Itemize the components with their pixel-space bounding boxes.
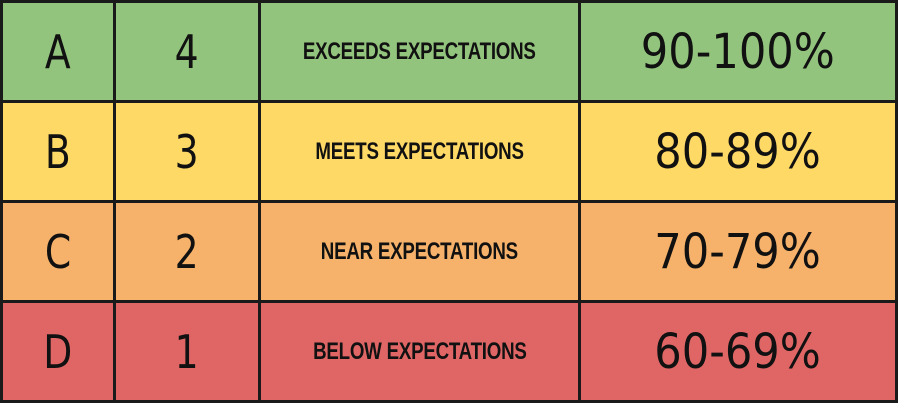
number-grade-cell: 3 [113,100,261,203]
percent-range-cell: 80-89% [578,100,898,203]
number-grade: 4 [174,24,200,79]
percent-range: 80-89% [654,123,822,180]
number-grade-cell: 4 [113,0,261,103]
letter-grade: B [45,124,71,179]
letter-grade: A [45,24,71,79]
description-cell: BELOW EXPECTATIONS [258,300,581,403]
letter-grade-cell: D [0,300,116,403]
percent-range: 90-100% [640,23,836,80]
table-row: D 1 BELOW EXPECTATIONS 60-69% [0,300,898,403]
description-cell: MEETS EXPECTATIONS [258,100,581,203]
table-row: A 4 EXCEEDS EXPECTATIONS 90-100% [0,0,898,103]
table-row: B 3 MEETS EXPECTATIONS 80-89% [0,100,898,203]
grade-description: BELOW EXPECTATIONS [312,337,527,365]
percent-range-cell: 60-69% [578,300,898,403]
number-grade-cell: 2 [113,200,261,303]
percent-range: 60-69% [654,323,822,380]
number-grade: 1 [174,324,200,379]
percent-range-cell: 90-100% [578,0,898,103]
letter-grade: C [44,224,72,279]
grade-description: MEETS EXPECTATIONS [315,137,524,165]
description-cell: EXCEEDS EXPECTATIONS [258,0,581,103]
percent-range: 70-79% [654,223,822,280]
grade-description: NEAR EXPECTATIONS [320,237,519,265]
table-row: C 2 NEAR EXPECTATIONS 70-79% [0,200,898,303]
grade-description: EXCEEDS EXPECTATIONS [303,37,536,65]
letter-grade-cell: C [0,200,116,303]
letter-grade-cell: A [0,0,116,103]
description-cell: NEAR EXPECTATIONS [258,200,581,303]
number-grade: 3 [174,124,200,179]
number-grade: 2 [174,224,200,279]
letter-grade-cell: B [0,100,116,203]
percent-range-cell: 70-79% [578,200,898,303]
letter-grade: D [43,324,73,379]
number-grade-cell: 1 [113,300,261,403]
